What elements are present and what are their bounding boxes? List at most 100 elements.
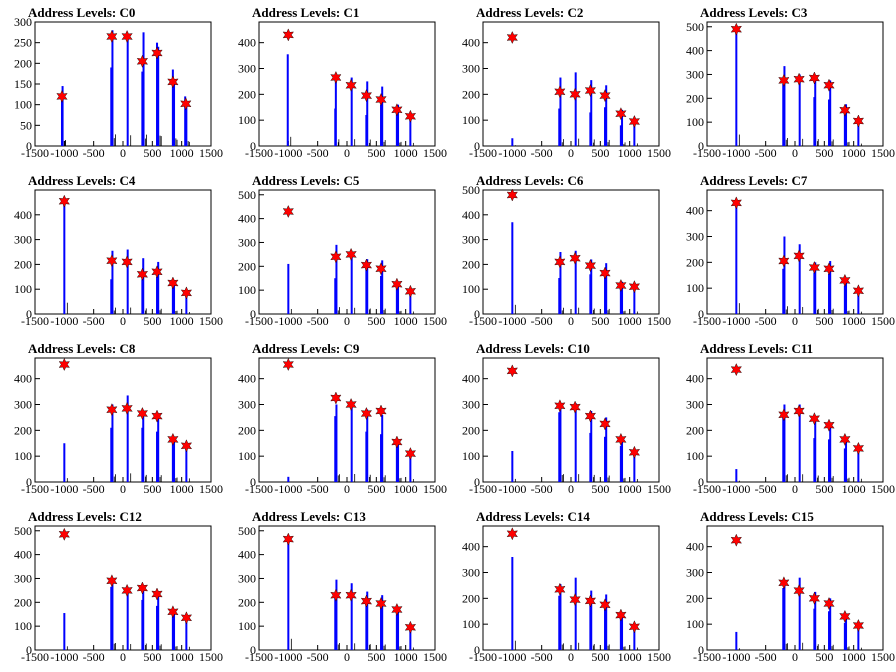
- peak-marker: [793, 249, 805, 263]
- peak-marker: [852, 284, 865, 298]
- x-tick-label: 0: [344, 314, 350, 328]
- histogram-bar: [843, 109, 846, 146]
- histogram-bar: [381, 414, 384, 482]
- x-tick-label: -1500: [21, 314, 49, 328]
- x-tick-label: -1000: [722, 650, 750, 664]
- histogram-bar: [397, 440, 400, 482]
- peak-marker: [106, 254, 118, 268]
- x-tick-label: 500: [815, 314, 833, 328]
- peak-marker: [375, 93, 387, 106]
- histogram-bar: [334, 595, 337, 650]
- histogram-bar: [511, 557, 514, 650]
- x-tick-label: -500: [755, 146, 777, 160]
- y-tick-label: 50: [20, 118, 32, 132]
- x-tick-label: 500: [143, 650, 161, 664]
- y-tick-label: 400: [14, 548, 32, 562]
- y-tick-label: 100: [14, 619, 32, 633]
- y-tick-label: 100: [686, 449, 704, 463]
- peak-marker: [808, 412, 821, 426]
- peak-marker: [730, 22, 742, 36]
- chart-panel: Address Levels: C15 0 100 200 300 400 -1500 -10…: [686, 509, 895, 664]
- histogram-bar: [184, 96, 187, 146]
- chart-title: Address Levels: C10: [476, 341, 590, 356]
- histogram-bar: [381, 86, 384, 146]
- x-tick-label: 0: [344, 650, 350, 664]
- y-tick-label: 0: [26, 475, 32, 489]
- histogram-bar: [845, 104, 848, 146]
- plot-frame: [482, 189, 660, 315]
- peak-marker: [584, 259, 597, 273]
- peak-marker: [808, 71, 821, 85]
- histogram-bar: [782, 414, 785, 482]
- chart-title: Address Levels: C1: [252, 5, 359, 20]
- y-tick-label: 0: [698, 139, 704, 153]
- x-tick-label: -500: [531, 650, 553, 664]
- chart-panel: Address Levels: C12 0 100 200 300 400 500 -1500…: [14, 509, 223, 664]
- x-tick-label: -500: [307, 482, 329, 496]
- histogram-bar: [409, 115, 412, 146]
- peak-marker: [330, 391, 342, 405]
- y-tick-label: 0: [698, 307, 704, 321]
- y-tick-label: 300: [462, 62, 480, 76]
- histogram-bar: [334, 416, 337, 482]
- x-tick-label: 1500: [199, 314, 223, 328]
- histogram-bar: [619, 445, 622, 482]
- peak-marker: [330, 250, 342, 264]
- peak-marker: [330, 588, 342, 602]
- x-tick-label: -1500: [21, 650, 49, 664]
- x-tick-label: 500: [815, 146, 833, 160]
- x-tick-label: -1000: [274, 482, 302, 496]
- y-tick-label: 400: [686, 540, 704, 554]
- histogram-bar: [558, 412, 561, 482]
- y-tick-label: 300: [686, 398, 704, 412]
- x-tick-label: 0: [344, 482, 350, 496]
- histogram-bar: [621, 109, 624, 146]
- histogram-bar: [381, 595, 384, 650]
- peak-marker: [808, 261, 821, 274]
- peak-marker: [628, 115, 641, 128]
- y-tick-label: 0: [698, 643, 704, 657]
- histogram-bar: [173, 84, 176, 146]
- peak-marker: [106, 574, 118, 588]
- peak-marker: [730, 196, 742, 210]
- x-tick-label: -500: [755, 650, 777, 664]
- peak-marker: [615, 279, 627, 292]
- histogram-bar: [619, 617, 622, 650]
- chart-panel: Address Levels: C60100200300400500-1500-…: [462, 173, 671, 328]
- peak-marker: [599, 266, 611, 280]
- x-tick-label: 500: [143, 482, 161, 496]
- histogram-bar: [735, 205, 738, 314]
- chart-title: Address Levels: C14: [476, 509, 590, 524]
- x-tick-label: 0: [792, 146, 798, 160]
- histogram-bar: [843, 622, 846, 650]
- histogram-bar: [619, 125, 622, 146]
- x-tick-label: 500: [367, 650, 385, 664]
- x-tick-label: 500: [591, 146, 609, 160]
- histogram-bar: [845, 439, 848, 482]
- y-tick-label: 200: [462, 257, 480, 271]
- histogram-bar: [783, 404, 786, 482]
- peak-marker: [584, 84, 597, 97]
- histogram-bar: [798, 577, 801, 650]
- x-tick-label: 0: [792, 314, 798, 328]
- peak-marker: [615, 608, 627, 622]
- peak-marker: [391, 603, 403, 616]
- peak-marker: [360, 594, 373, 608]
- x-tick-label: 1000: [394, 650, 418, 664]
- x-tick-label: -500: [83, 482, 105, 496]
- histogram-bar: [335, 404, 338, 482]
- peak-marker: [569, 251, 581, 265]
- x-tick-label: 1000: [394, 482, 418, 496]
- histogram-bar: [621, 281, 624, 314]
- chart-title: Address Levels: C13: [252, 509, 366, 524]
- chart-title: Address Levels: C3: [700, 5, 808, 20]
- histogram-bar: [843, 285, 846, 314]
- peak-marker: [106, 30, 118, 43]
- x-tick-label: 1000: [394, 146, 418, 160]
- y-tick-label: 400: [14, 208, 32, 222]
- histogram-bar: [857, 626, 860, 650]
- y-tick-label: 200: [462, 423, 480, 437]
- histogram-bar: [828, 273, 831, 314]
- x-tick-label: 0: [792, 650, 798, 664]
- histogram-bar: [142, 585, 145, 650]
